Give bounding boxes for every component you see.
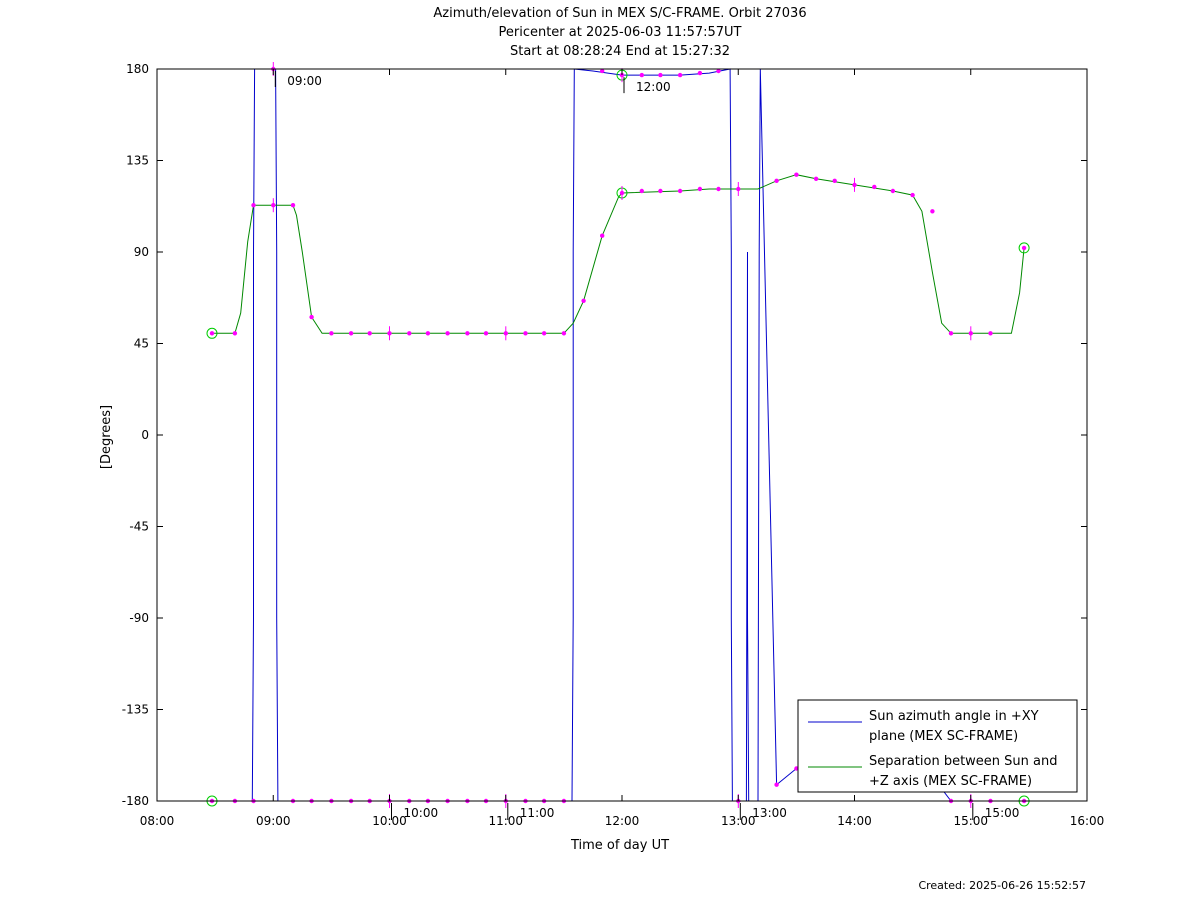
- azimuth-point-marker: [658, 72, 663, 78]
- y-axis: 180 135 90 45 0 -45 -90 -135 -180: [122, 62, 1087, 808]
- separation-point-marker: [930, 209, 935, 214]
- x-tick-label: 13:00: [721, 814, 756, 828]
- time-marker-label: 12:00: [636, 80, 671, 94]
- y-tick-label: 90: [134, 245, 149, 259]
- separation-point-marker: [988, 331, 993, 336]
- legend-label-azimuth-line-2: plane (MEX SC-FRAME): [869, 729, 1018, 744]
- x-tick-label: 14:00: [837, 814, 872, 828]
- separation-point-marker: [465, 331, 470, 336]
- separation-point-marker: [329, 331, 334, 336]
- separation-point-marker: [541, 331, 547, 336]
- chart-title: Azimuth/elevation of Sun in MEX S/C-FRAM…: [433, 6, 806, 59]
- separation-point-marker: [425, 331, 431, 336]
- separation-point-marker: [890, 188, 896, 194]
- series-line-separation: [212, 174, 1025, 334]
- separation-point-marker: [561, 331, 567, 336]
- legend-label-azimuth-line-1: Sun azimuth angle in +XY: [869, 709, 1039, 724]
- title-line-3: Start at 08:28:24 End at 15:27:32: [510, 44, 730, 59]
- x-axis: 08:00 09:00 10:00 11:00 12:00 13:00 14:00 15:00…: [140, 69, 1105, 828]
- separation-point-marker: [872, 184, 877, 190]
- y-tick-label: 135: [126, 154, 149, 168]
- separation-point-marker: [445, 331, 450, 336]
- separation-point-marker: [794, 172, 799, 177]
- time-marker-label: 15:00: [985, 806, 1020, 820]
- y-tick-label: -45: [129, 520, 149, 534]
- y-tick-label: -90: [129, 611, 149, 625]
- azimuth-point-marker: [639, 72, 644, 78]
- y-tick-label: 180: [126, 62, 149, 76]
- x-tick-label: 11:00: [488, 814, 523, 828]
- endpoint-circle-marker: [1018, 242, 1030, 254]
- separation-point-marker: [348, 331, 354, 336]
- azimuth-point-marker: [774, 782, 779, 787]
- x-tick-label: 12:00: [605, 814, 640, 828]
- legend: Sun azimuth angle in +XY plane (MEX SC-F…: [797, 699, 1078, 793]
- y-tick-label: -135: [122, 703, 149, 717]
- separation-point-marker: [948, 331, 954, 336]
- y-tick-label: 0: [141, 428, 149, 442]
- separation-point-marker: [677, 188, 683, 194]
- x-tick-label: 16:00: [1070, 814, 1105, 828]
- separation-point-marker: [1021, 245, 1027, 251]
- azimuth-point-marker: [716, 68, 721, 74]
- azimuth-point-marker: [600, 68, 605, 74]
- plot-frame: [156, 68, 1088, 802]
- separation-point-marker: [581, 298, 586, 303]
- separation-point-marker: [910, 192, 915, 198]
- separation-point-marker: [367, 331, 372, 336]
- separation-point-marker: [251, 203, 256, 208]
- separation-point-marker: [232, 331, 238, 336]
- separation-point-marker: [209, 331, 215, 336]
- series-line-azimuth: [212, 68, 1025, 802]
- x-tick-label: 15:00: [953, 814, 988, 828]
- endpoint-circle-marker: [206, 327, 218, 339]
- separation-point-marker: [697, 186, 703, 192]
- x-axis-label: Time of day UT: [570, 838, 669, 853]
- x-tick-label: 10:00: [372, 814, 407, 828]
- legend-box: [797, 699, 1078, 793]
- separation-point-marker: [600, 233, 605, 238]
- time-marker-label: 11:00: [520, 806, 555, 820]
- y-axis-label: [Degrees]: [99, 405, 114, 469]
- title-line-1: Azimuth/elevation of Sun in MEX S/C-FRAM…: [433, 6, 806, 21]
- separation-point-marker: [290, 203, 296, 208]
- title-line-2: Pericenter at 2025-06-03 11:57:57UT: [498, 25, 741, 40]
- y-tick-label: 45: [134, 337, 149, 351]
- separation-point-marker: [639, 188, 644, 194]
- legend-label-separation-line-2: +Z axis (MEX SC-FRAME): [869, 774, 1032, 789]
- separation-point-marker: [813, 176, 819, 181]
- separation-point-marker: [523, 331, 528, 336]
- time-marker-label: 13:00: [752, 806, 787, 820]
- separation-point-marker: [716, 186, 721, 192]
- time-marker-label: 10:00: [404, 806, 439, 820]
- time-marker-label: 09:00: [287, 74, 322, 88]
- separation-point-marker: [483, 331, 489, 336]
- y-tick-label: -180: [122, 794, 149, 808]
- created-timestamp: Created: 2025-06-26 15:52:57: [918, 879, 1086, 892]
- x-tick-label: 09:00: [256, 814, 291, 828]
- separation-point-marker: [774, 178, 779, 183]
- series-layer: [212, 68, 1025, 802]
- separation-point-marker: [407, 331, 412, 336]
- legend-label-separation-line-1: Separation between Sun and: [869, 754, 1057, 769]
- azimuth-point-marker: [697, 70, 703, 76]
- marker-layer: [206, 66, 1030, 807]
- separation-point-marker: [832, 178, 837, 183]
- separation-point-marker: [309, 314, 314, 320]
- x-tick-label: 08:00: [140, 814, 175, 828]
- time-marker-layer: 09:00 10:00 11:00 12:00 13:00 15:00: [272, 62, 1020, 820]
- azimuth-point-marker: [677, 72, 683, 78]
- separation-point-marker: [658, 188, 663, 194]
